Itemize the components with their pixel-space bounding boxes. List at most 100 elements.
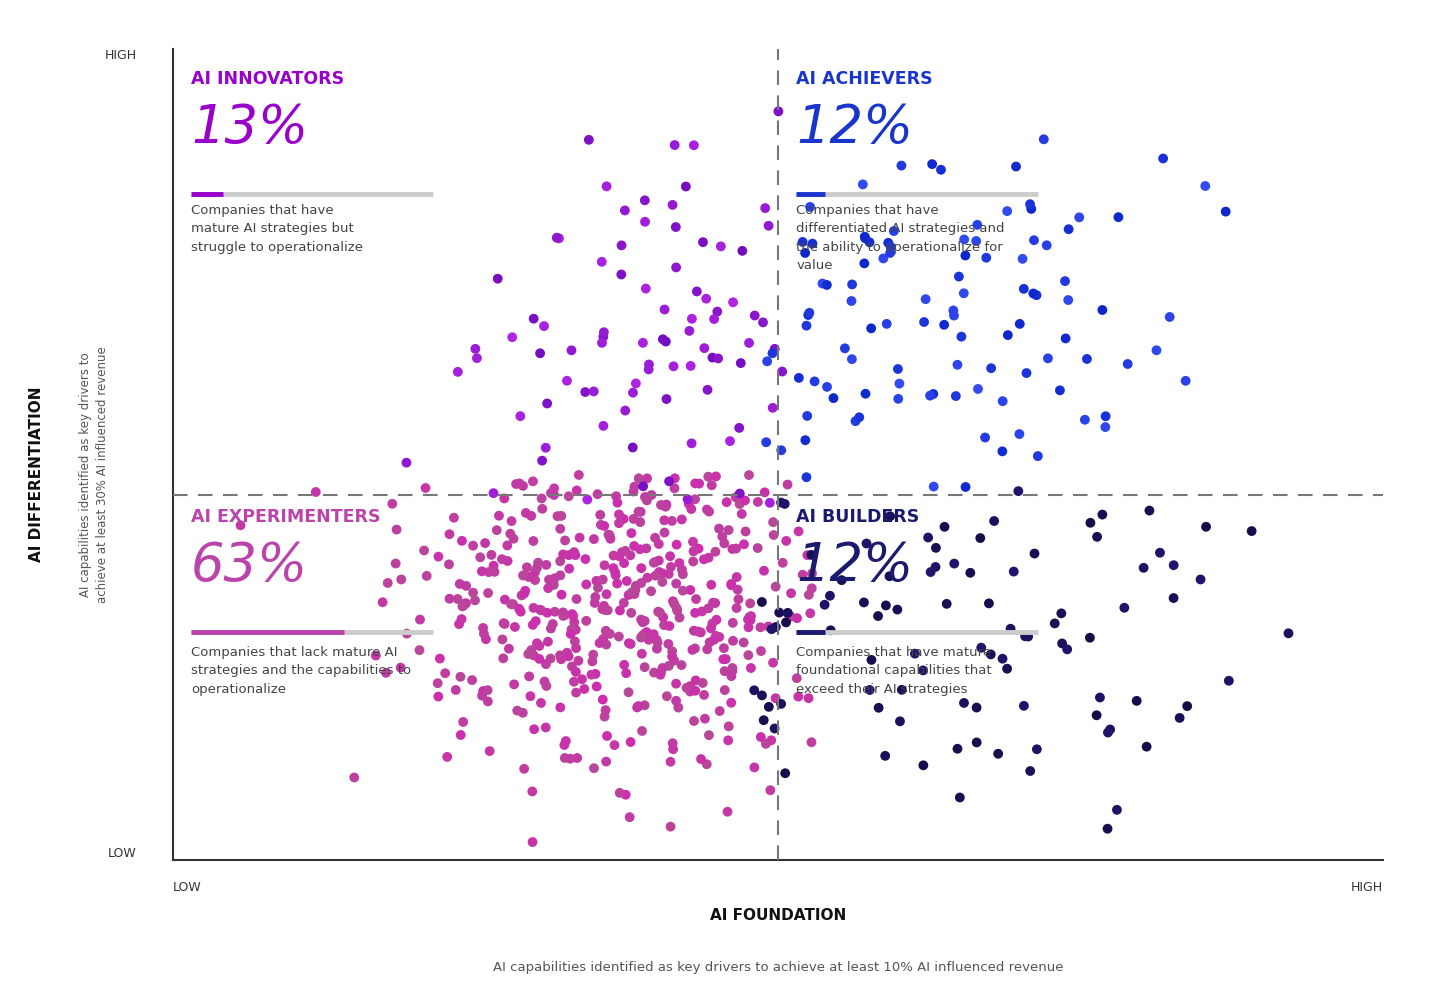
- Point: [1098, 722, 1121, 738]
- Point: [510, 587, 533, 603]
- Point: [912, 758, 935, 773]
- Point: [461, 584, 484, 600]
- Point: [798, 305, 821, 320]
- Point: [683, 137, 706, 153]
- Point: [1026, 742, 1049, 758]
- Point: [733, 523, 757, 539]
- Point: [754, 485, 777, 500]
- Text: LOW: LOW: [108, 848, 137, 860]
- Point: [670, 511, 693, 527]
- Point: [715, 494, 738, 510]
- Point: [718, 718, 741, 734]
- Point: [486, 522, 509, 538]
- Point: [585, 573, 608, 588]
- Point: [800, 581, 823, 596]
- Point: [761, 655, 784, 671]
- Point: [594, 558, 617, 574]
- Point: [695, 757, 718, 772]
- Point: [1193, 178, 1216, 194]
- Text: AI EXPERIMENTERS: AI EXPERIMENTERS: [192, 507, 380, 526]
- Point: [764, 579, 787, 594]
- Point: [720, 663, 744, 678]
- Point: [487, 507, 510, 523]
- Point: [991, 443, 1014, 459]
- Point: [523, 564, 546, 580]
- Point: [718, 522, 741, 538]
- Point: [650, 665, 673, 680]
- Point: [876, 234, 899, 250]
- Point: [924, 559, 947, 575]
- Text: Companies that lack mature AI
strategies and the capabilities to
operationalize: Companies that lack mature AI strategies…: [192, 646, 411, 695]
- Point: [586, 580, 610, 595]
- Point: [477, 585, 500, 601]
- Point: [529, 345, 552, 361]
- Point: [991, 651, 1014, 667]
- Point: [787, 370, 810, 386]
- Point: [746, 540, 769, 556]
- Point: [720, 541, 744, 557]
- Point: [586, 487, 610, 502]
- Point: [605, 576, 628, 591]
- Point: [663, 137, 686, 153]
- Point: [513, 761, 536, 776]
- Point: [565, 640, 588, 656]
- Point: [623, 484, 646, 499]
- Point: [816, 277, 839, 293]
- Point: [621, 439, 644, 455]
- Point: [500, 513, 523, 529]
- Point: [697, 635, 720, 651]
- Point: [530, 491, 553, 506]
- Point: [640, 487, 663, 502]
- Point: [1218, 673, 1241, 688]
- Point: [635, 493, 659, 508]
- Point: [631, 335, 654, 351]
- Point: [620, 605, 643, 621]
- Text: AI FOUNDATION: AI FOUNDATION: [710, 908, 846, 923]
- Point: [844, 413, 867, 429]
- Point: [1019, 764, 1042, 779]
- Point: [612, 555, 635, 571]
- Point: [733, 493, 757, 508]
- Point: [631, 479, 654, 494]
- Point: [914, 291, 937, 307]
- Point: [499, 526, 522, 542]
- Point: [602, 548, 625, 564]
- Point: [634, 281, 657, 297]
- Point: [954, 479, 977, 494]
- Point: [542, 577, 565, 592]
- Point: [501, 596, 525, 612]
- Point: [604, 565, 627, 581]
- Point: [464, 592, 487, 608]
- Point: [775, 533, 798, 549]
- Point: [614, 403, 637, 418]
- Point: [977, 595, 1000, 611]
- Point: [483, 558, 506, 574]
- Point: [891, 681, 914, 697]
- Point: [677, 496, 700, 512]
- Text: 12%: 12%: [797, 102, 914, 154]
- Point: [693, 711, 716, 727]
- Point: [519, 688, 542, 704]
- Point: [650, 497, 673, 513]
- Point: [1097, 725, 1120, 741]
- Point: [965, 217, 989, 232]
- Point: [888, 376, 911, 392]
- Point: [787, 688, 810, 704]
- Point: [659, 618, 682, 634]
- Point: [509, 603, 532, 619]
- Point: [728, 486, 751, 501]
- Text: AI capabilities identified as key drivers to
achieve at least 30% AI influenced : AI capabilities identified as key driver…: [79, 346, 108, 603]
- Point: [640, 584, 663, 599]
- Point: [527, 651, 550, 667]
- Point: [644, 568, 667, 584]
- Point: [592, 598, 615, 614]
- Point: [738, 467, 761, 483]
- Point: [637, 362, 660, 378]
- Point: [452, 597, 476, 613]
- Point: [617, 684, 640, 700]
- Point: [530, 500, 553, 516]
- Point: [762, 514, 785, 530]
- Point: [656, 688, 679, 704]
- Point: [627, 471, 650, 487]
- Point: [661, 358, 684, 374]
